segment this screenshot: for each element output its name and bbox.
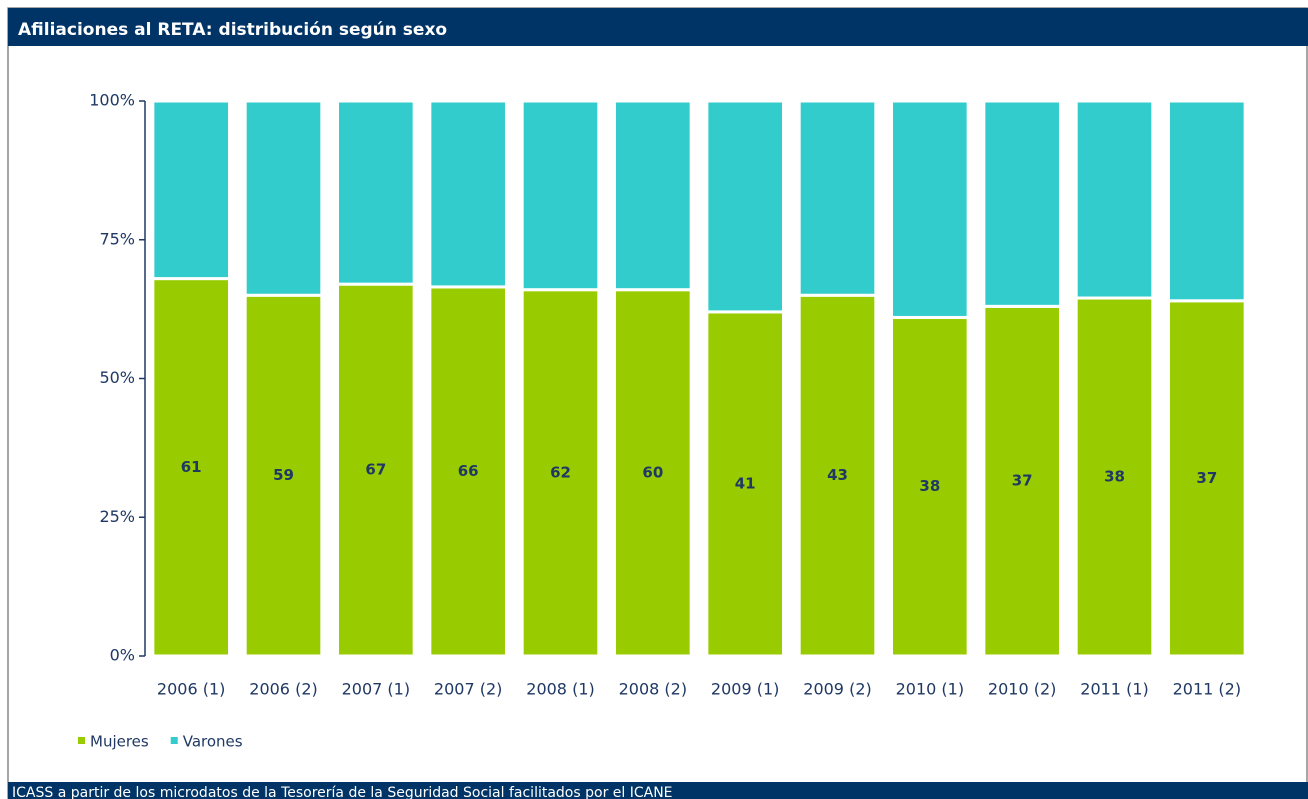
bar-label: 61 xyxy=(181,458,202,476)
x-tick-label: 2009 (2) xyxy=(803,680,871,699)
legend-label: Mujeres xyxy=(90,733,149,751)
bar-segment xyxy=(336,99,416,286)
bar-label: 60 xyxy=(642,463,663,481)
x-tick-label: 2009 (1) xyxy=(711,680,779,699)
bar-segment xyxy=(797,99,878,297)
x-tick-label: 2011 (1) xyxy=(1080,680,1148,699)
bar-label: 59 xyxy=(273,466,294,484)
bar-segment xyxy=(797,293,878,658)
x-tick-label: 2006 (1) xyxy=(157,680,225,699)
x-tick-label: 2011 (2) xyxy=(1173,680,1241,699)
bar-label: 67 xyxy=(365,461,386,479)
bar-segment xyxy=(613,99,693,292)
bar-label: 41 xyxy=(735,474,756,492)
x-tick-label: 2008 (2) xyxy=(619,680,687,699)
footer-bar xyxy=(8,782,1308,799)
bar-label: 37 xyxy=(1012,472,1033,490)
x-tick-label: 2007 (2) xyxy=(434,680,502,699)
legend-label: Varones xyxy=(183,733,243,751)
legend-swatch xyxy=(170,737,178,744)
y-tick-label: 100% xyxy=(89,91,135,110)
bar-segment xyxy=(1074,99,1155,300)
chart-title: Afiliaciones al RETA: distribución según… xyxy=(18,20,447,40)
source: ICASS a partir de los microdatos de la T… xyxy=(12,785,673,799)
bar-segment xyxy=(428,99,508,289)
x-tick-label: 2010 (1) xyxy=(896,680,964,699)
bar-segment xyxy=(151,277,231,658)
bar-label: 38 xyxy=(919,477,940,495)
bar-label: 38 xyxy=(1104,468,1125,486)
bar-segment xyxy=(520,99,601,292)
bar-segment xyxy=(1167,99,1247,303)
title-bar xyxy=(8,8,1308,46)
bar-label: 62 xyxy=(550,463,571,481)
bar-segment xyxy=(520,288,601,658)
y-tick-label: 25% xyxy=(99,507,135,526)
bar-segment xyxy=(1074,296,1155,658)
bar-segment xyxy=(151,99,231,281)
x-tick-label: 2010 (2) xyxy=(988,680,1056,699)
bar-segment xyxy=(336,282,416,658)
bar-segment xyxy=(428,285,508,658)
x-tick-label: 2006 (2) xyxy=(249,680,317,699)
bar-segment xyxy=(982,304,1062,658)
bar-segment xyxy=(705,99,785,314)
bar-segment xyxy=(890,315,970,658)
y-tick-label: 0% xyxy=(110,646,135,665)
bar-label: 43 xyxy=(827,466,848,484)
bar-segment xyxy=(982,99,1062,308)
legend-swatch xyxy=(78,737,85,744)
bar-segment xyxy=(613,288,693,658)
x-tick-label: 2008 (1) xyxy=(526,680,594,699)
bar-label: 37 xyxy=(1196,469,1217,487)
bar-segment xyxy=(1167,299,1247,658)
y-tick-label: 75% xyxy=(99,229,135,248)
bar-label: 66 xyxy=(458,462,479,480)
bar-segment xyxy=(243,99,324,297)
bar-segment xyxy=(890,99,970,319)
x-tick-label: 2007 (1) xyxy=(342,680,410,699)
y-tick-label: 50% xyxy=(99,368,135,387)
